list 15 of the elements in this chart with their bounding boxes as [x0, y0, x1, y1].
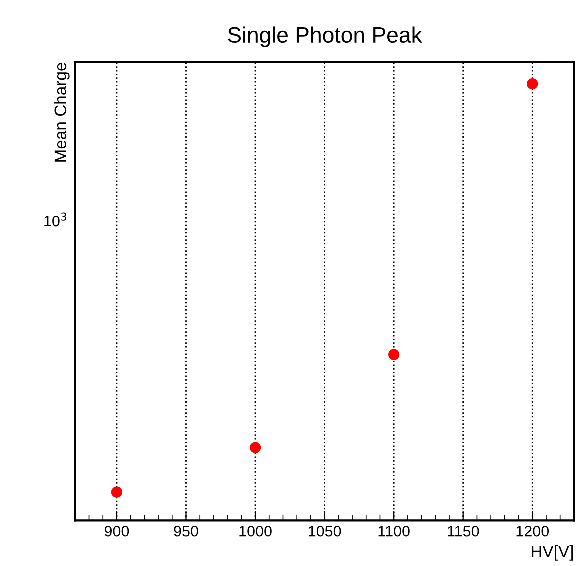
x-tick-label: 1000 [240, 526, 272, 537]
x-tick-label: 1100 [378, 526, 410, 537]
x-tick-label: 950 [174, 526, 198, 537]
point [388, 349, 400, 360]
chart-title: Single Photon Peak [228, 26, 422, 48]
point [111, 486, 123, 498]
y-axis-title: Mean Charge [54, 62, 70, 162]
x-tick-label: 1200 [516, 526, 550, 537]
x-axis-title: HV[V] [532, 545, 574, 561]
x-tick-label: 1050 [308, 526, 342, 537]
x-tick-label: 900 [104, 526, 130, 537]
x-tick-label: 1150 [448, 526, 480, 537]
text: 10$^{3}$ [44, 212, 67, 227]
point [527, 78, 538, 90]
point [250, 442, 262, 454]
